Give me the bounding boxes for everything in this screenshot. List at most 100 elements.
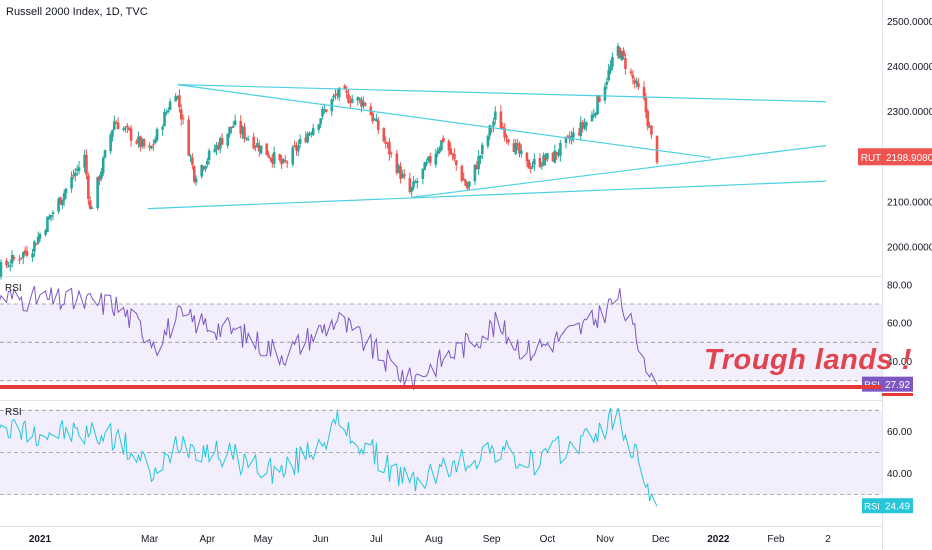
candle-body: [427, 156, 430, 161]
time-tick-label: Aug: [425, 534, 443, 545]
candle-body: [488, 125, 492, 136]
rsi-primary-value: 27.92: [885, 380, 910, 391]
candle-body: [174, 95, 177, 102]
last-price-value: 2198.9080: [886, 153, 932, 164]
candle-body: [87, 175, 90, 199]
candle-body: [74, 172, 77, 176]
candle-body: [111, 129, 114, 137]
candle-body: [336, 93, 339, 96]
time-tick-label: Apr: [199, 534, 215, 545]
candle-body: [486, 135, 490, 147]
candle-body: [518, 143, 521, 154]
candle-body: [637, 83, 640, 88]
rsi-secondary-value: 24.49: [885, 502, 910, 513]
candle-body: [363, 103, 367, 106]
candle-body: [7, 266, 10, 268]
candle-body: [75, 169, 79, 171]
candle-body: [388, 141, 391, 155]
candle-body: [585, 122, 588, 127]
candle-body: [109, 134, 112, 152]
candle-body: [350, 98, 354, 103]
candle-body: [321, 108, 324, 117]
candle-body: [278, 154, 282, 161]
candle-body: [384, 141, 387, 144]
rsi-tick-label: 40.00: [887, 469, 912, 480]
candle-body: [501, 126, 505, 129]
trendline: [147, 180, 827, 210]
candle-body: [479, 155, 482, 159]
candle-body: [308, 132, 311, 136]
candle-body: [304, 137, 308, 143]
candle-body: [293, 145, 296, 147]
candle-body: [594, 113, 597, 116]
candle-body: [655, 136, 659, 163]
candle-body: [59, 197, 62, 205]
candle-body: [280, 158, 283, 165]
candle-body: [148, 145, 151, 148]
candle-body: [267, 154, 270, 158]
candle-body: [559, 142, 562, 156]
candle-body: [100, 171, 103, 179]
candle-body: [306, 133, 309, 143]
candle-body: [166, 110, 170, 113]
rsi-tick-label: 60.00: [887, 319, 912, 330]
candle-body: [551, 152, 555, 162]
candle-body: [150, 146, 153, 149]
candle-body: [192, 166, 196, 182]
candle-body: [228, 126, 231, 135]
time-tick-label: 2022: [707, 534, 730, 545]
candle-body: [343, 85, 347, 90]
candle-body: [204, 165, 207, 170]
candle-body: [241, 127, 244, 135]
time-tick-label: Nov: [596, 534, 614, 545]
candle-body: [579, 122, 583, 137]
candle-body: [231, 126, 235, 128]
candle-body: [349, 101, 352, 104]
candle-body: [581, 122, 584, 128]
candle-body: [412, 181, 415, 188]
candle-body: [362, 101, 365, 107]
candle-body: [155, 128, 159, 141]
candle-body: [516, 143, 519, 145]
candle-body: [218, 137, 222, 149]
candle-body: [207, 150, 211, 161]
candles-group: [0, 42, 659, 280]
candle-body: [178, 95, 181, 108]
time-tick-label: Dec: [652, 534, 670, 545]
candle-body: [33, 241, 36, 252]
candle-body: [557, 154, 560, 156]
candle-body: [345, 90, 348, 93]
candle-body: [181, 118, 185, 120]
time-tick-label: 2021: [29, 534, 52, 545]
rsi-pane-1-label: RSI: [5, 283, 22, 294]
candle-body: [200, 164, 203, 177]
candle-body: [633, 80, 637, 84]
candle-body: [397, 165, 400, 173]
trough-annotation: Trough lands !: [704, 344, 912, 376]
candle-body: [127, 127, 131, 130]
candle-body: [592, 114, 596, 117]
trendline: [411, 144, 827, 198]
candle-body: [494, 111, 497, 120]
candle-body: [415, 180, 419, 183]
time-tick-label: Mar: [141, 534, 159, 545]
candle-body: [135, 141, 138, 144]
candle-body: [386, 143, 389, 145]
candle-body: [61, 199, 64, 206]
candle-body: [596, 95, 599, 115]
candle-body: [414, 182, 417, 184]
candle-body: [533, 159, 536, 165]
candle-body: [126, 125, 129, 128]
candle-body: [101, 157, 105, 174]
candle-body: [447, 140, 451, 151]
candle-body: [284, 160, 287, 162]
rsi-secondary-value-box: [882, 498, 913, 514]
candle-body: [609, 65, 612, 72]
time-tick-label: Jul: [370, 534, 383, 545]
candle-body: [85, 154, 88, 175]
candle-body: [88, 200, 92, 209]
candle-body: [256, 142, 259, 148]
candle-body: [441, 138, 445, 142]
candle-body: [168, 101, 172, 110]
